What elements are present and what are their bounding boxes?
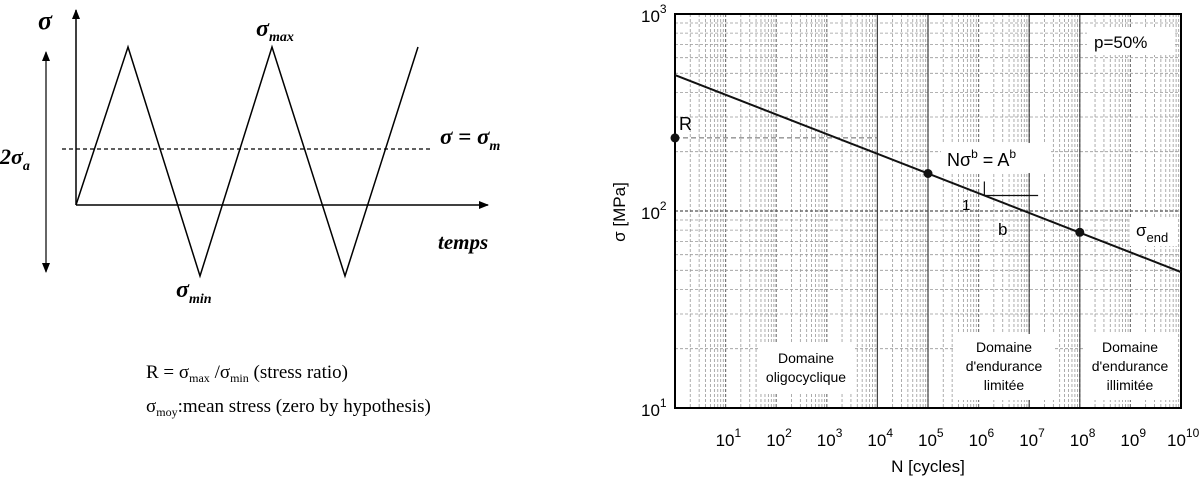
stress-ratio-note: R = σmax /σmin (stress ratio): [146, 362, 348, 385]
region-1-line-1: Domaine: [778, 350, 834, 366]
x-tick-label: 108: [1070, 426, 1096, 450]
x-tick-label: 105: [918, 426, 944, 450]
r-label: R: [679, 114, 692, 134]
x-tick-label: 109: [1120, 426, 1146, 450]
region-labels: Domaine oligocyclique Domaine d'enduranc…: [758, 334, 1178, 400]
slope-1-label: 1: [962, 197, 970, 214]
probability-label: p=50%: [1094, 33, 1147, 52]
y-tick-label: 102: [641, 199, 667, 223]
region-1-box: [758, 344, 854, 392]
amplitude-label: 2σa: [0, 144, 30, 174]
y-tick-label: 101: [641, 396, 667, 420]
slope-b-label: b: [998, 220, 1007, 239]
probability-annotation: p=50%: [1087, 27, 1175, 55]
region-3-line-3: illimitée: [1107, 377, 1154, 393]
x-axis-label: N [cycles]: [891, 457, 965, 476]
data-point-marker: [670, 133, 680, 143]
region-3-line-1: Domaine: [1102, 339, 1158, 355]
x-tick-labels: 101 102 103 104 105 106 107 108 109 1010: [716, 426, 1200, 450]
region-2-box: [954, 334, 1054, 400]
y-axis-label: σ [MPa]: [610, 182, 629, 242]
sn-chart: p=50% Nσb = Ab R 1 b σend Domaine oligoc…: [610, 2, 1200, 476]
sigma-end-label: σend: [1136, 221, 1168, 245]
x-tick-label: 106: [969, 426, 995, 450]
mean-stress-note: σmoy:mean stress (zero by hypothesis): [146, 396, 431, 419]
sigma-min-label: σmin: [176, 277, 212, 307]
probability-box: [1087, 27, 1175, 55]
x-tick-label: 102: [766, 426, 792, 450]
stress-waveform: [75, 44, 419, 279]
data-point-marker: [1075, 227, 1085, 237]
mean-stress-label: σ = σm: [440, 124, 500, 154]
region-3-line-2: d'endurance: [1092, 358, 1169, 374]
y-tick-labels: 101 102 103: [641, 2, 667, 420]
plot-frame: [674, 13, 1182, 409]
x-tick-label: 1010: [1167, 426, 1200, 450]
time-axis-label: temps: [438, 230, 488, 254]
region-dividers: [876, 14, 1081, 408]
data-point-marker: [923, 169, 933, 179]
x-tick-label: 104: [867, 426, 893, 450]
region-2-line-3: limitée: [984, 377, 1025, 393]
x-tick-label: 103: [817, 426, 843, 450]
stress-time-diagram: σ temps σmax σmin 2σa σ = σm R = σmax /σ…: [0, 6, 500, 419]
slope-triangle: [983, 181, 1039, 197]
basquin-equation: Nσb = Ab: [947, 147, 1016, 170]
sigma-max-label: σmax: [256, 16, 294, 45]
region-1-line-2: oligocyclique: [766, 369, 846, 385]
x-tick-label: 101: [716, 426, 742, 450]
x-tick-label: 107: [1019, 426, 1045, 450]
sigma-end-box: [1130, 218, 1178, 246]
sigma-axis-label: σ: [38, 6, 53, 35]
y-tick-label: 103: [641, 2, 667, 26]
region-2-line-2: d'endurance: [966, 358, 1043, 374]
basquin-box: [941, 143, 1051, 173]
marker-layer: [670, 133, 1085, 237]
region-3-box: [1084, 334, 1178, 400]
region-2-line-1: Domaine: [976, 339, 1032, 355]
grid: [675, 14, 1181, 408]
